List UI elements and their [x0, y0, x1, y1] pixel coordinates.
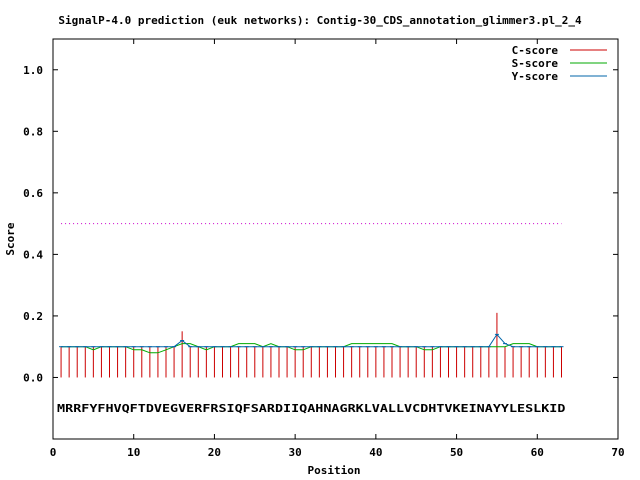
- x-axis-label: Position: [308, 464, 361, 477]
- y-tick-label: 0.0: [23, 371, 43, 384]
- y-tick-label: 0.4: [23, 248, 43, 261]
- y-axis: 0.0 0.2 0.4 0.6 0.8 1.0: [23, 64, 618, 384]
- y-tick-label: 0.2: [23, 310, 43, 323]
- y-tick-label: 0.8: [23, 125, 43, 138]
- sequence-text: MRRFYFHVQFTDVEGVERFRSIQFSARDIIQAHNAGRKLV…: [57, 402, 566, 415]
- x-axis: 0 10 20 30 40 50 60 70: [50, 39, 625, 459]
- y-tick-label: 1.0: [23, 64, 43, 77]
- x-tick-label: 10: [127, 446, 140, 459]
- c-score-impulses: [60, 312, 562, 378]
- x-tick-label: 50: [450, 446, 463, 459]
- legend-label: C-score: [512, 44, 559, 57]
- y-axis-label: Score: [4, 222, 17, 255]
- chart-title: SignalP-4.0 prediction (euk networks): C…: [58, 14, 582, 27]
- y-tick-label: 0.6: [23, 187, 43, 200]
- plot-frame: [52, 38, 619, 440]
- legend-label: Y-score: [512, 70, 559, 83]
- x-tick-label: 20: [208, 446, 221, 459]
- score-markers: [59, 333, 564, 348]
- x-tick-label: 60: [531, 446, 544, 459]
- legend-label: S-score: [512, 57, 559, 70]
- x-tick-label: 0: [50, 446, 57, 459]
- x-tick-label: 40: [369, 446, 382, 459]
- x-tick-label: 70: [611, 446, 624, 459]
- x-tick-label: 30: [289, 446, 302, 459]
